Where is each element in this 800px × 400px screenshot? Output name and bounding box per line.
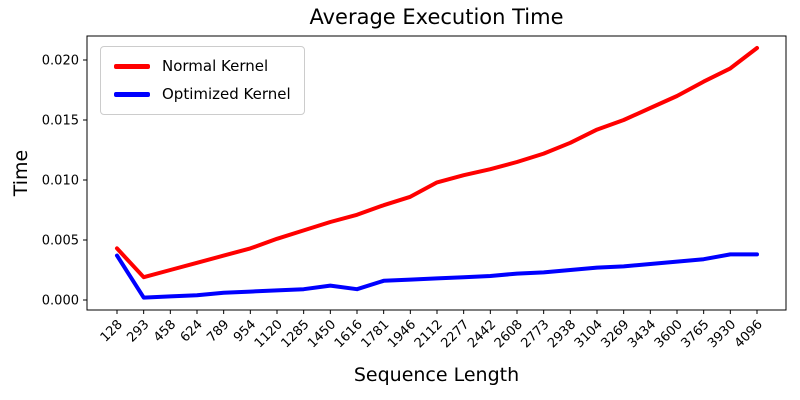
x-tick-label: 1781 [358, 317, 392, 351]
x-tick-label: 2938 [545, 317, 579, 351]
x-tick-label: 789 [204, 317, 232, 345]
legend: Normal Kernel Optimized Kernel [100, 46, 305, 115]
x-tick-label: 1120 [252, 317, 286, 351]
x-tick-label: 1946 [385, 317, 419, 351]
x-tick-label: 128 [98, 317, 126, 345]
x-tick-label: 3434 [625, 317, 659, 351]
legend-label-normal-kernel: Normal Kernel [162, 57, 269, 75]
x-tick-label: 2277 [438, 317, 472, 351]
chart-title: Average Execution Time [309, 5, 564, 29]
x-tick-label: 3765 [678, 317, 712, 351]
x-tick-label: 624 [178, 317, 206, 345]
x-tick-label: 3104 [572, 317, 606, 351]
legend-line-optimized-kernel [114, 91, 150, 97]
x-tick-label: 1285 [278, 317, 312, 351]
legend-label-optimized-kernel: Optimized Kernel [162, 84, 291, 103]
legend-line-normal-kernel [114, 63, 150, 69]
x-tick-label: 2773 [518, 317, 552, 351]
x-tick-label: 3269 [598, 317, 632, 351]
y-tick-label: 0.000 [42, 294, 79, 309]
y-tick-label: 0.005 [42, 234, 79, 249]
x-axis-label: Sequence Length [353, 364, 520, 386]
y-tick-label: 0.010 [42, 174, 79, 189]
legend-item-optimized-kernel: Optimized Kernel [114, 85, 291, 104]
y-tick-label: 0.020 [42, 54, 79, 69]
x-tick-label: 458 [151, 317, 179, 345]
x-tick-label: 1450 [305, 317, 339, 351]
x-tick-label: 293 [124, 317, 152, 345]
legend-item-normal-kernel: Normal Kernel [114, 57, 291, 76]
x-tick-label: 3930 [705, 317, 739, 351]
x-tick-label: 4096 [732, 317, 766, 351]
x-tick-label: 2112 [412, 317, 446, 351]
x-tick-label: 2442 [465, 317, 499, 351]
series-line-0 [115, 46, 759, 280]
series-line-1 [115, 252, 759, 300]
x-tick-label: 3600 [652, 317, 686, 351]
y-tick-label: 0.015 [42, 114, 79, 129]
x-tick-label: 2608 [492, 317, 526, 351]
x-tick-label: 1616 [332, 317, 366, 351]
